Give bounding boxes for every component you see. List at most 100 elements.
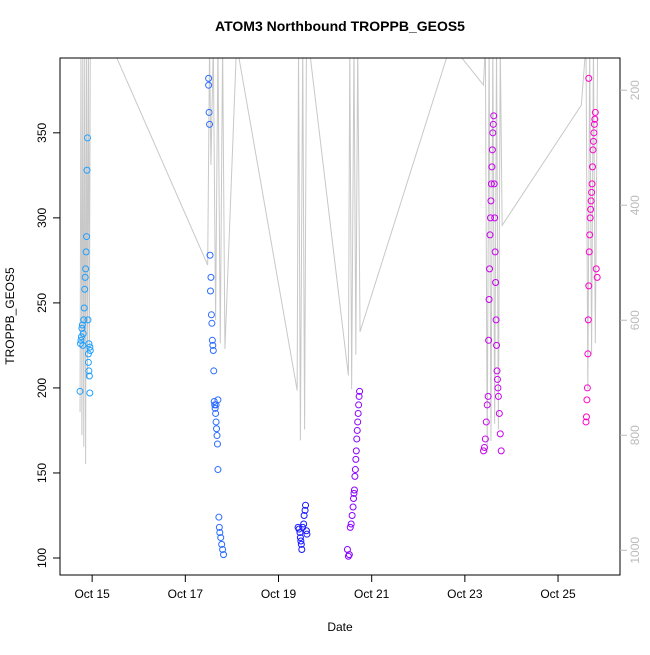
y2-tick-label: 200 xyxy=(628,80,642,100)
point xyxy=(205,74,213,82)
point xyxy=(301,506,309,514)
point xyxy=(207,273,215,281)
y-tick-label: 150 xyxy=(35,463,49,483)
point xyxy=(208,336,216,344)
point xyxy=(348,511,356,519)
point xyxy=(489,129,497,137)
x-tick-label: Oct 15 xyxy=(74,587,110,601)
point xyxy=(82,265,90,273)
point xyxy=(85,340,93,348)
point xyxy=(78,321,86,329)
point xyxy=(350,494,358,502)
point xyxy=(493,375,501,383)
point xyxy=(218,540,226,548)
plot-frame xyxy=(59,57,621,576)
point xyxy=(479,447,487,455)
point xyxy=(212,409,220,417)
point xyxy=(492,278,500,286)
point xyxy=(591,108,599,116)
point xyxy=(295,525,303,533)
y-axis-title: TROPPB_GEOS5 xyxy=(3,267,17,365)
x-tick-label: Oct 17 xyxy=(168,587,204,601)
point xyxy=(486,231,494,239)
point xyxy=(86,347,94,355)
point xyxy=(347,520,355,528)
point xyxy=(205,81,213,89)
point xyxy=(355,401,363,409)
point xyxy=(80,304,88,312)
x-axis-title: Date xyxy=(327,620,353,634)
point xyxy=(350,489,358,497)
point xyxy=(586,214,594,222)
point xyxy=(496,430,504,438)
point xyxy=(346,523,354,531)
point xyxy=(582,418,590,426)
point xyxy=(216,528,224,536)
point xyxy=(583,396,591,404)
point xyxy=(85,367,93,375)
point xyxy=(84,350,92,358)
point xyxy=(585,248,593,256)
point xyxy=(81,285,89,293)
point xyxy=(489,120,497,128)
point xyxy=(592,265,600,273)
point xyxy=(583,384,591,392)
point xyxy=(217,534,225,542)
point xyxy=(79,330,87,338)
point xyxy=(589,163,597,171)
plot-area xyxy=(76,58,601,560)
point xyxy=(355,392,363,400)
point xyxy=(492,316,500,324)
point xyxy=(209,341,217,349)
y-tick-label: 250 xyxy=(35,293,49,313)
point xyxy=(83,233,91,241)
point xyxy=(296,534,304,542)
point xyxy=(487,180,495,188)
point xyxy=(356,387,364,395)
point xyxy=(494,384,502,392)
point xyxy=(354,418,362,426)
point xyxy=(213,440,221,448)
point xyxy=(211,404,219,412)
point xyxy=(587,205,595,213)
point xyxy=(210,398,218,406)
point xyxy=(481,435,489,443)
point xyxy=(590,129,598,137)
point xyxy=(83,166,91,174)
point xyxy=(590,120,598,128)
point xyxy=(220,551,228,559)
point xyxy=(480,443,488,451)
point xyxy=(491,248,499,256)
point xyxy=(214,466,222,474)
point xyxy=(78,324,86,332)
point xyxy=(490,112,498,120)
point xyxy=(208,319,216,327)
point xyxy=(497,447,505,455)
point xyxy=(206,251,214,259)
point xyxy=(490,180,498,188)
point xyxy=(352,455,360,463)
y2-tick-label: 600 xyxy=(628,310,642,330)
pressure-line xyxy=(79,58,599,465)
y2-tick-label: 400 xyxy=(628,195,642,215)
point xyxy=(86,343,94,351)
point xyxy=(352,447,360,455)
point xyxy=(76,387,84,395)
point xyxy=(302,501,310,509)
point xyxy=(589,137,597,145)
y2-tick-label: 800 xyxy=(628,425,642,445)
point xyxy=(206,120,214,128)
point xyxy=(82,248,90,256)
point xyxy=(219,545,227,553)
point xyxy=(83,134,91,142)
point xyxy=(210,367,218,375)
y-tick-label: 100 xyxy=(35,548,49,568)
point xyxy=(584,350,592,358)
point xyxy=(354,409,362,417)
y-tick-label: 200 xyxy=(35,378,49,398)
point xyxy=(215,513,223,521)
point xyxy=(485,295,493,303)
point xyxy=(593,273,601,281)
x-tick-label: Oct 23 xyxy=(447,587,483,601)
